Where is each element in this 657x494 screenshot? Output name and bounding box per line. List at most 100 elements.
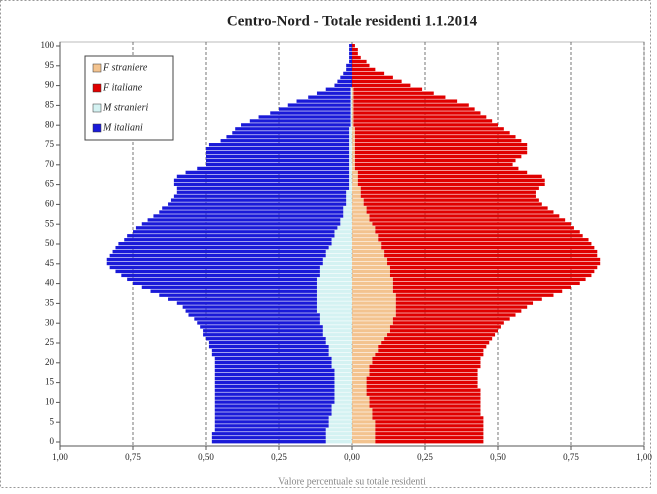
bar [350,103,352,107]
bar [214,420,329,424]
bar [349,178,352,183]
bar [349,182,352,186]
bar [319,265,352,270]
bar [319,321,352,325]
bar [214,416,329,420]
bar [375,436,484,440]
bar [352,344,379,349]
bar [141,222,341,226]
bar [352,372,370,377]
bar [115,245,329,250]
bar [378,348,484,353]
bar [150,289,317,293]
bar [366,388,481,392]
y-tick-label: 0 [50,436,55,446]
legend-swatch [92,83,102,93]
bar [353,91,434,95]
bar [331,408,352,412]
bar [352,341,382,345]
bar [366,376,478,381]
x-tick-label: 0,00 [344,452,360,462]
bar [352,277,393,282]
bar [352,222,373,226]
bar [352,162,355,167]
bar [349,166,352,171]
bar [170,198,347,202]
bar [352,154,355,159]
bar [353,95,446,99]
bar [372,412,481,416]
bar [159,210,344,214]
bar [350,99,352,103]
bar [206,158,350,163]
bar [352,166,355,171]
bar [395,301,534,305]
bar [127,234,335,238]
x-tick-label: 0,25 [271,452,287,462]
bar [176,174,350,179]
bar [334,384,352,388]
bar [352,44,355,48]
bar [352,115,354,119]
bar [214,376,335,381]
legend-swatch [92,63,102,73]
bar [141,285,317,289]
bar [112,249,326,254]
bar [214,380,335,384]
bar [352,273,390,278]
bar [354,139,522,143]
bar [352,257,388,262]
bar [337,79,352,84]
bar [352,210,367,214]
bar [200,325,323,329]
bar [334,368,352,373]
legend-label: M italiani [102,122,143,133]
bar [352,333,388,337]
bar [352,376,367,381]
bar [214,388,335,392]
bar [352,424,376,428]
legend-label: F straniere [102,62,148,73]
bar [343,214,352,218]
bar [369,396,481,400]
bar [372,408,481,412]
bar [354,166,519,171]
bar [214,428,326,432]
bar [346,67,352,72]
bar [331,404,352,408]
bar [340,222,352,226]
bar [334,83,352,87]
bar [395,305,528,309]
bar [357,182,545,186]
bar [346,190,352,194]
bar [352,416,373,420]
bar [354,131,510,135]
bar [353,123,498,127]
bar [352,305,396,309]
bar [392,285,571,289]
bar [322,257,352,262]
bar [352,436,376,440]
bar [350,119,352,123]
bar [349,55,352,60]
bar [206,337,326,341]
x-tick-label: 1,00 [52,452,68,462]
bar [392,321,504,325]
bar [308,95,351,99]
bar [352,356,373,361]
bar [328,416,352,420]
bar [173,182,350,186]
bar [127,277,317,282]
bar [182,305,317,309]
bar [206,162,350,167]
bar [375,440,484,444]
bar [350,115,352,119]
bar [121,273,320,278]
bar [173,178,350,183]
bar [249,119,351,123]
bar [352,127,355,131]
bar [350,111,352,115]
bar [352,348,379,353]
y-tick-label: 60 [45,198,55,208]
y-tick-label: 40 [45,278,55,288]
